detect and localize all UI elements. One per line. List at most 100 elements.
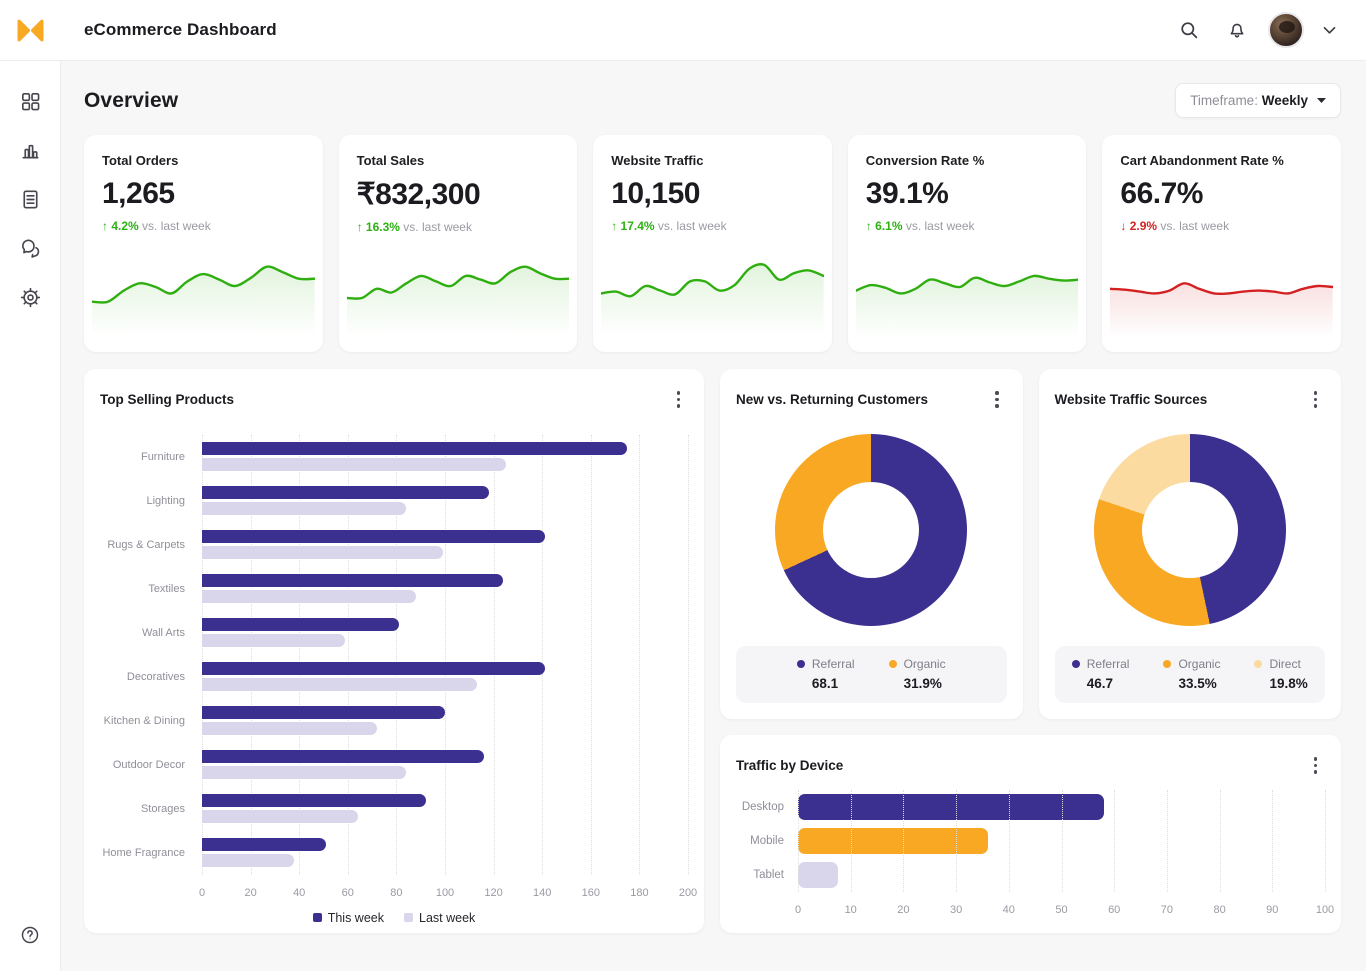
gear-icon — [20, 287, 40, 307]
gridline — [299, 434, 301, 875]
gridline — [1325, 789, 1326, 892]
bar-last-week — [202, 634, 346, 647]
bar-last-week — [202, 590, 416, 603]
legend-label: Referral — [1086, 657, 1130, 671]
sidebar-item-dashboard[interactable] — [10, 81, 50, 121]
x-tick-label: 10 — [844, 903, 857, 916]
bar-this-week — [202, 794, 426, 807]
sidebar-item-help[interactable] — [10, 915, 50, 955]
kpi-card: Website Traffic 10,150 ↑ 17.4% vs. last … — [593, 135, 832, 352]
x-tick-label: 20 — [897, 903, 910, 916]
category-label: Rugs & Carpets — [107, 538, 185, 551]
donut-legend-item: Referral 68.1 — [796, 657, 855, 691]
x-tick-label: 50 — [1055, 903, 1068, 916]
gridline — [1272, 789, 1274, 892]
chevron-down-icon — [1323, 26, 1335, 34]
kpi-delta: ↑ 6.1% vs. last week — [865, 219, 975, 233]
new-vs-returning-card: New vs. Returning Customers Referral 68.… — [720, 369, 1023, 719]
search-button[interactable] — [1172, 13, 1206, 47]
device-bar-chart: Desktop Mobile Tablet — [736, 789, 1326, 892]
x-tick-label: 40 — [293, 886, 306, 899]
legend-item: Last week — [404, 911, 475, 925]
legend-value: 46.7 — [1086, 676, 1114, 691]
x-tick-label: 180 — [630, 886, 649, 899]
bar-group — [202, 831, 688, 875]
donut-legend-item: Organic 31.9% — [888, 657, 946, 691]
topbar: eCommerce Dashboard — [0, 0, 1366, 61]
kpi-delta: ↑ 4.2% vs. last week — [102, 219, 211, 233]
timeframe-label: Timeframe: — [1190, 93, 1258, 108]
bar-tablet — [798, 861, 838, 888]
bar-group — [202, 479, 688, 523]
donut-legend-item: Direct 19.8% — [1254, 657, 1308, 691]
category-label: Kitchen & Dining — [103, 714, 185, 727]
bar-last-week — [202, 458, 506, 471]
kpi-card: Total Orders 1,265 ↑ 4.2% vs. last week — [84, 135, 323, 352]
x-tick-label: 100 — [435, 886, 455, 899]
bar-group — [202, 655, 688, 699]
x-tick-label: 80 — [390, 886, 403, 899]
chart-menu-button[interactable] — [1306, 751, 1326, 780]
x-tick-label: 90 — [1266, 903, 1279, 916]
sidebar-item-messages[interactable] — [10, 228, 50, 268]
app-title: eCommerce Dashboard — [84, 20, 277, 39]
document-icon — [22, 190, 38, 208]
category-label: Wall Arts — [142, 626, 185, 639]
category-label: Mobile — [750, 834, 784, 847]
chart-menu-button[interactable] — [1306, 385, 1326, 414]
bar-last-week — [202, 766, 407, 779]
x-tick-label: 0 — [198, 886, 206, 899]
chart-title: Traffic by Device — [736, 758, 844, 773]
category-label: Decoratives — [126, 670, 185, 683]
bar-chart-icon — [21, 144, 39, 159]
donut-legend: Referral 68.1 Organic 31.9% — [736, 646, 1007, 703]
kpi-card: Total Sales ₹832,300 ↑ 16.3% vs. last we… — [338, 135, 578, 352]
gridline — [1166, 789, 1168, 892]
x-tick-label: 200 — [678, 886, 698, 899]
bar-last-week — [202, 678, 477, 691]
kpi-value: ₹832,300 — [356, 178, 481, 211]
bar-row — [798, 790, 1325, 824]
bar-desktop — [798, 793, 1104, 820]
category-label: Lighting — [146, 494, 185, 507]
gridline — [493, 434, 495, 875]
app-logo[interactable] — [0, 19, 61, 42]
bar-this-week — [202, 706, 445, 719]
bar-last-week — [202, 546, 443, 559]
legend-label: Last week — [419, 910, 476, 925]
chart-menu-button[interactable] — [669, 385, 689, 414]
gridline — [850, 789, 852, 892]
kpi-card: Conversion Rate % 39.1% ↑ 6.1% vs. last … — [847, 135, 1087, 352]
x-axis: 0 10 20 30 40 50 60 70 80 90 100 — [794, 896, 1334, 920]
chart-menu-button[interactable] — [987, 385, 1007, 414]
legend-label: Organic — [1178, 657, 1221, 671]
gridline — [250, 434, 252, 875]
bar-this-week — [202, 530, 545, 543]
sidebar-item-analytics[interactable] — [10, 130, 50, 170]
timeframe-dropdown[interactable]: Timeframe: Weekly — [1175, 83, 1341, 118]
x-tick-label: 60 — [341, 886, 354, 899]
bar-last-week — [202, 722, 377, 735]
sidebar-item-orders[interactable] — [10, 179, 50, 219]
legend-dot — [888, 660, 897, 668]
chart-title: Top Selling Products — [100, 392, 235, 407]
user-avatar[interactable] — [1268, 12, 1304, 48]
sidebar-item-settings[interactable] — [10, 277, 50, 317]
donut-legend: Referral 46.7 Organic 33.5% Direct 19.8% — [1054, 646, 1325, 703]
profile-menu-button[interactable] — [1318, 13, 1340, 47]
category-label: Home Fragrance — [102, 846, 185, 859]
legend-swatch — [312, 913, 322, 922]
legend-swatch — [404, 913, 413, 922]
x-tick-label: 160 — [581, 886, 600, 899]
kpi-delta: ↑ 16.3% vs. last week — [356, 220, 472, 234]
legend-label: Direct — [1269, 657, 1301, 671]
x-tick-label: 80 — [1213, 903, 1226, 916]
notifications-button[interactable] — [1220, 13, 1254, 47]
gridline — [445, 434, 446, 875]
bar-group — [202, 523, 688, 567]
x-tick-label: 0 — [794, 903, 802, 916]
x-axis: 0 20 40 60 80 100 120 140 160 180 200 — [198, 879, 697, 903]
kpi-label: Cart Abandonment Rate % — [1120, 153, 1284, 168]
legend-dot — [1163, 660, 1172, 668]
donut-legend-item: Organic 33.5% — [1163, 657, 1220, 691]
